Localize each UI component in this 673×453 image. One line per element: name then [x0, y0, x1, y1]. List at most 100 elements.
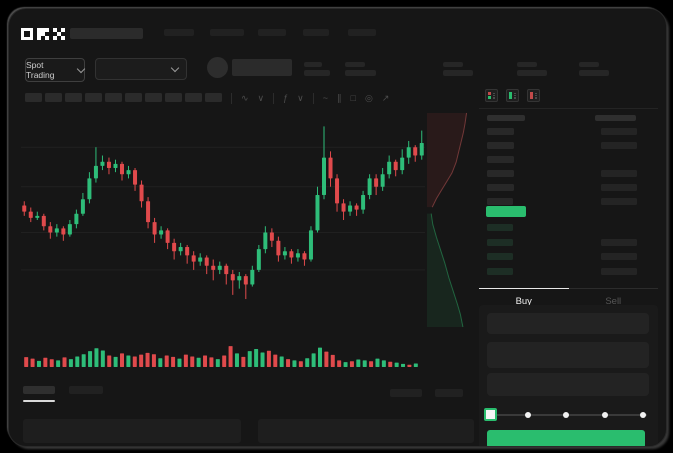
header-title-placeholder: [70, 28, 143, 39]
stat-value-placeholder: [517, 70, 547, 76]
bottom-tab-active[interactable]: [23, 386, 55, 394]
logo-letter-o: [21, 28, 33, 40]
amount-bar: [601, 238, 637, 246]
logo-letter-k: [37, 28, 49, 40]
timeframe-button-6[interactable]: [125, 93, 142, 102]
bottom-tab-2[interactable]: [69, 386, 103, 394]
bottom-panel-right[interactable]: [258, 419, 474, 443]
chevron-down-icon: [76, 64, 86, 73]
orderbook-amount-header: [595, 115, 636, 121]
price-bar: [487, 128, 514, 135]
amount-input[interactable]: [487, 342, 649, 368]
timeframe-button-9[interactable]: [185, 93, 202, 102]
orderbook-split-view-icon[interactable]: [485, 89, 498, 102]
divider: [479, 108, 658, 109]
amount-bar: [601, 184, 637, 191]
function-icon[interactable]: ƒ: [283, 93, 289, 103]
nav-item-5[interactable]: [348, 29, 376, 36]
amount-bar: [601, 170, 637, 177]
logo-letter-x: [53, 28, 65, 40]
timeframe-button-3[interactable]: [65, 93, 82, 102]
last-price-indicator[interactable]: [486, 206, 526, 217]
price-bar: [487, 198, 513, 205]
price-bar: [487, 224, 513, 231]
nav-item-3[interactable]: [258, 29, 286, 36]
market-type-selector[interactable]: Spot Trading: [25, 58, 86, 82]
timeframe-button-5[interactable]: [105, 93, 122, 102]
settings-icon[interactable]: ◎: [364, 93, 373, 103]
snapshot-icon[interactable]: □: [350, 93, 356, 103]
price-bar: [487, 253, 513, 260]
trade-form: [479, 305, 658, 446]
divider: [231, 92, 232, 104]
pair-selector-dropdown[interactable]: [95, 58, 187, 80]
depth-chart: [427, 112, 468, 328]
orderbook-bid-row[interactable]: [479, 222, 658, 235]
chevron-icon[interactable]: ∨: [257, 93, 265, 103]
amount-slider-tick-75[interactable]: [601, 411, 608, 418]
okx-logo[interactable]: [21, 28, 65, 40]
price-bar: [487, 142, 514, 149]
price-bar: [487, 267, 513, 275]
orderbook-bid-row[interactable]: [479, 251, 658, 264]
bottom-action-2[interactable]: [435, 389, 463, 397]
total-input[interactable]: [487, 373, 649, 396]
timeframe-button-4[interactable]: [85, 93, 102, 102]
orderbook-ask-row[interactable]: [479, 140, 658, 153]
last-price-placeholder: [232, 59, 292, 76]
stat-label-placeholder: [579, 62, 599, 67]
tab-sell[interactable]: Sell: [568, 288, 658, 314]
price-input[interactable]: [487, 313, 649, 334]
orderbook-asks-view-icon[interactable]: [527, 89, 540, 102]
orderbook-price-header: [487, 115, 525, 121]
candlestick-chart[interactable]: [21, 113, 425, 327]
timeframe-button-2[interactable]: [45, 93, 62, 102]
amount-bar: [601, 142, 637, 149]
timeframe-button-7[interactable]: [145, 93, 162, 102]
tab-buy[interactable]: Buy: [479, 288, 569, 314]
stat-value-placeholder: [579, 70, 609, 76]
orderbook-ask-row[interactable]: [479, 182, 658, 195]
stat-value-placeholder: [443, 70, 473, 76]
stat-label-placeholder: [443, 62, 463, 67]
orderbook-bids-view-icon[interactable]: [506, 89, 519, 102]
bottom-action-1[interactable]: [390, 389, 422, 397]
market-type-label: Spot Trading: [26, 60, 55, 80]
bottom-panel-left[interactable]: [23, 419, 241, 443]
timeframe-button-1[interactable]: [25, 93, 42, 102]
trendline-icon[interactable]: ~: [322, 93, 329, 103]
stat-label-placeholder: [304, 62, 322, 67]
timeframe-button-8[interactable]: [165, 93, 182, 102]
chevron-small-icon[interactable]: ∨: [297, 93, 304, 103]
amount-slider-tick-25[interactable]: [524, 411, 531, 418]
timeframe-button-10[interactable]: [205, 93, 222, 102]
amount-slider-tick-50[interactable]: [563, 411, 569, 418]
amount-slider-handle[interactable]: [484, 408, 497, 421]
price-bar: [487, 156, 514, 163]
nav-item-1[interactable]: [164, 29, 194, 36]
orderbook-ask-row[interactable]: [479, 168, 658, 181]
amount-slider-tick-100[interactable]: [640, 411, 646, 418]
chart-tools: ∿ ∨ ƒ ∨ ~ ∥ □ ◎ ↗: [231, 92, 389, 104]
divider: [312, 92, 314, 104]
amount-bar: [601, 253, 637, 260]
trade-tabs: Buy Sell: [479, 288, 658, 314]
price-bar: [487, 238, 513, 246]
price-bar: [487, 170, 514, 177]
amount-bar: [601, 198, 637, 205]
stat-value-placeholder: [304, 70, 330, 76]
orderbook-bid-row[interactable]: [479, 266, 658, 279]
orderbook-ask-row[interactable]: [479, 196, 658, 209]
stat-value-placeholder: [345, 70, 376, 76]
buy-submit-button[interactable]: [487, 430, 645, 446]
amount-bar: [601, 128, 637, 135]
orderbook-ask-row[interactable]: [479, 154, 658, 167]
draw-icon[interactable]: ∥: [337, 93, 342, 103]
expand-icon[interactable]: ↗: [381, 93, 390, 103]
app-window: Spot Trading ∿ ∨ ƒ ∨ ~ ∥ □ ◎ ↗: [8, 8, 667, 447]
orderbook-bid-row[interactable]: [479, 237, 658, 250]
orderbook-ask-row[interactable]: [479, 126, 658, 139]
nav-item-2[interactable]: [210, 29, 244, 36]
wave-icon[interactable]: ∿: [241, 93, 249, 103]
nav-item-4[interactable]: [303, 29, 329, 36]
